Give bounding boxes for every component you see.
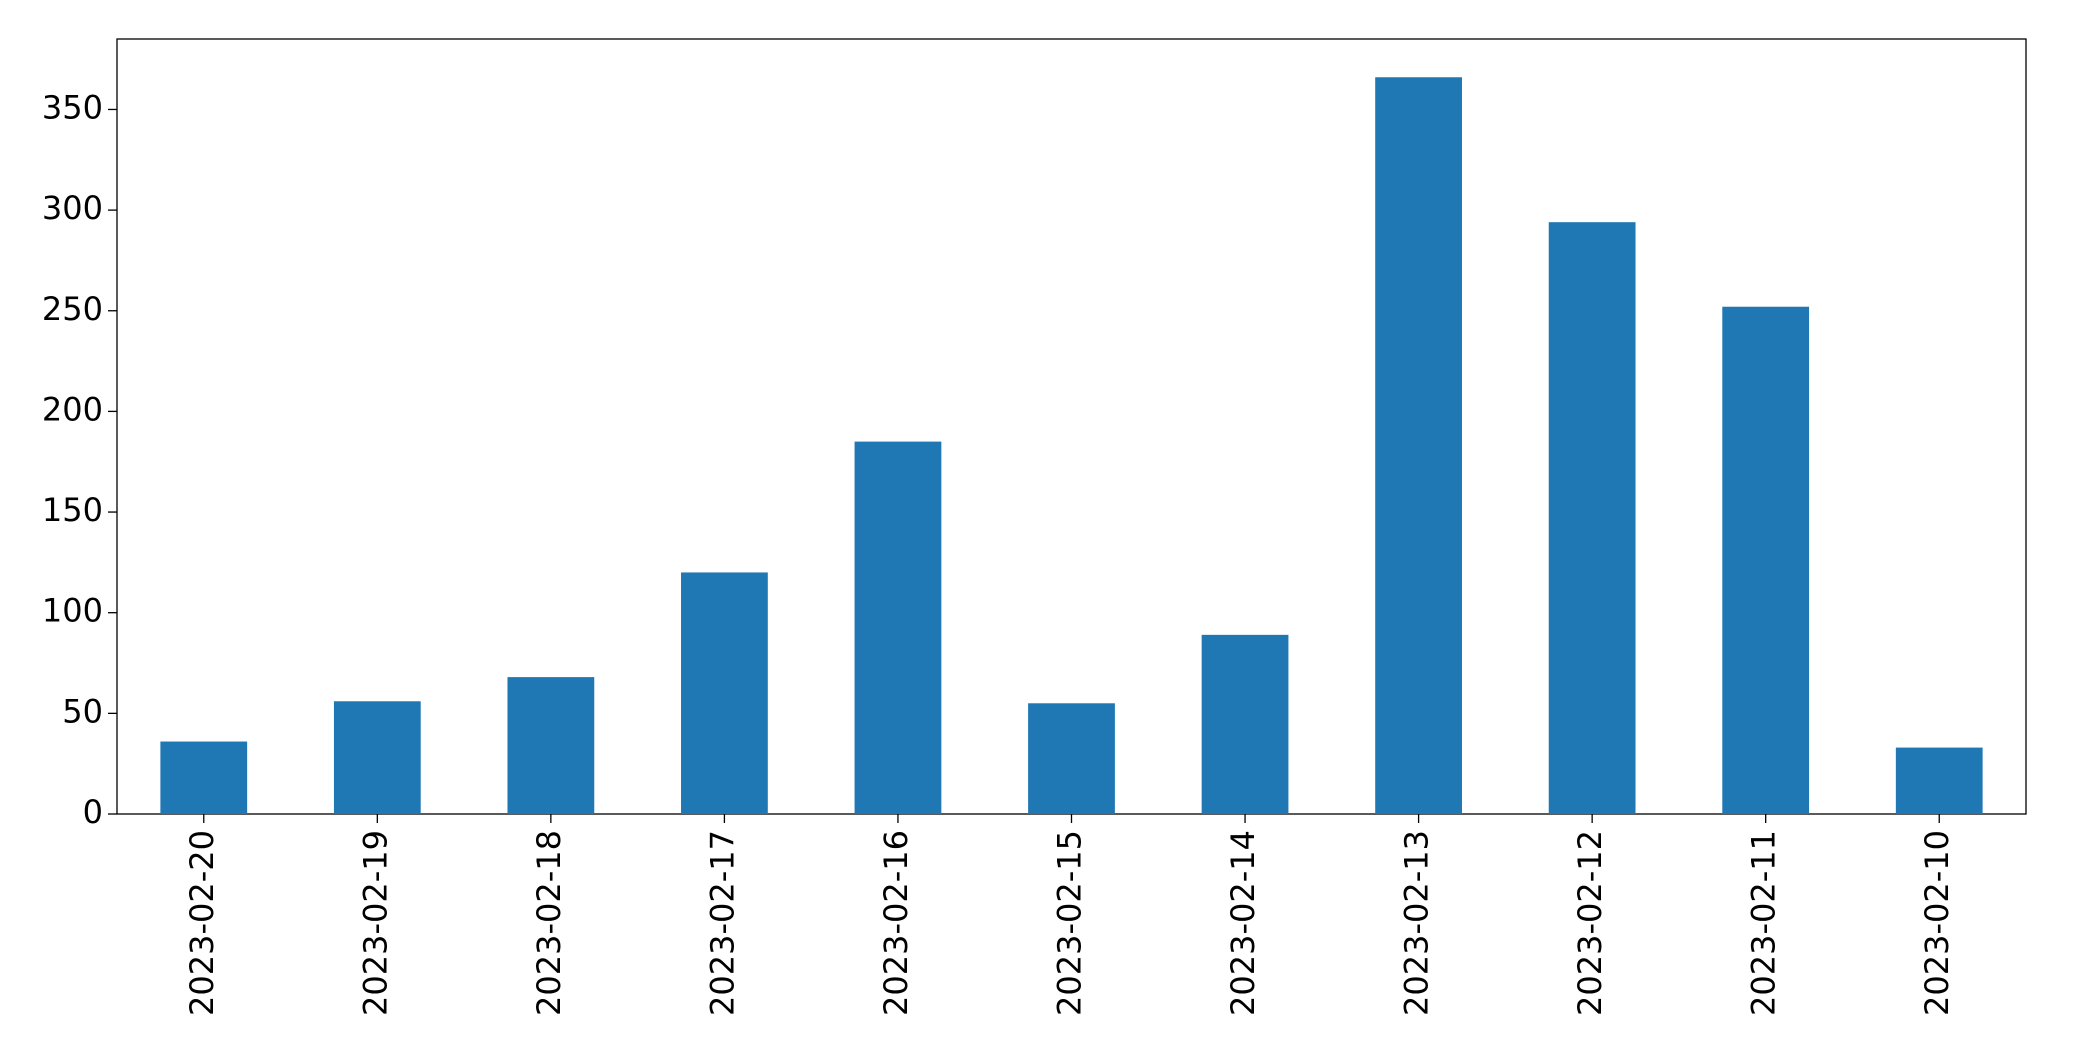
- y-tick-label: 200: [42, 390, 103, 428]
- x-tick-label: 2023-02-19: [356, 830, 394, 1016]
- x-tick-label: 2023-02-16: [877, 830, 915, 1016]
- y-tick-label: 100: [42, 592, 103, 630]
- x-tick-label: 2023-02-12: [1571, 830, 1609, 1016]
- y-tick-label: 300: [42, 189, 103, 227]
- bar: [1548, 222, 1636, 814]
- x-tick-label: 2023-02-10: [1918, 830, 1956, 1016]
- bar: [1895, 747, 1983, 814]
- y-tick-label: 0: [83, 793, 103, 831]
- x-tick-label: 2023-02-15: [1051, 830, 1089, 1016]
- bar: [1028, 703, 1115, 814]
- y-tick-label: 50: [62, 692, 103, 730]
- bar: [1201, 634, 1289, 814]
- y-tick-label: 350: [42, 88, 103, 126]
- y-tick-label: 250: [42, 290, 103, 328]
- x-tick-label: 2023-02-20: [183, 830, 221, 1016]
- x-tick-label: 2023-02-11: [1745, 830, 1783, 1016]
- bar: [681, 572, 768, 814]
- bar: [160, 741, 248, 814]
- bar: [333, 701, 421, 814]
- y-tick-label: 150: [42, 491, 103, 529]
- x-tick-label: 2023-02-13: [1398, 830, 1436, 1016]
- bar: [854, 441, 942, 814]
- x-tick-label: 2023-02-14: [1224, 830, 1262, 1016]
- bar: [1722, 306, 1810, 814]
- bar: [1375, 77, 1462, 814]
- x-tick-label: 2023-02-18: [530, 830, 568, 1016]
- x-tick-label: 2023-02-17: [703, 830, 741, 1016]
- bar: [507, 677, 595, 814]
